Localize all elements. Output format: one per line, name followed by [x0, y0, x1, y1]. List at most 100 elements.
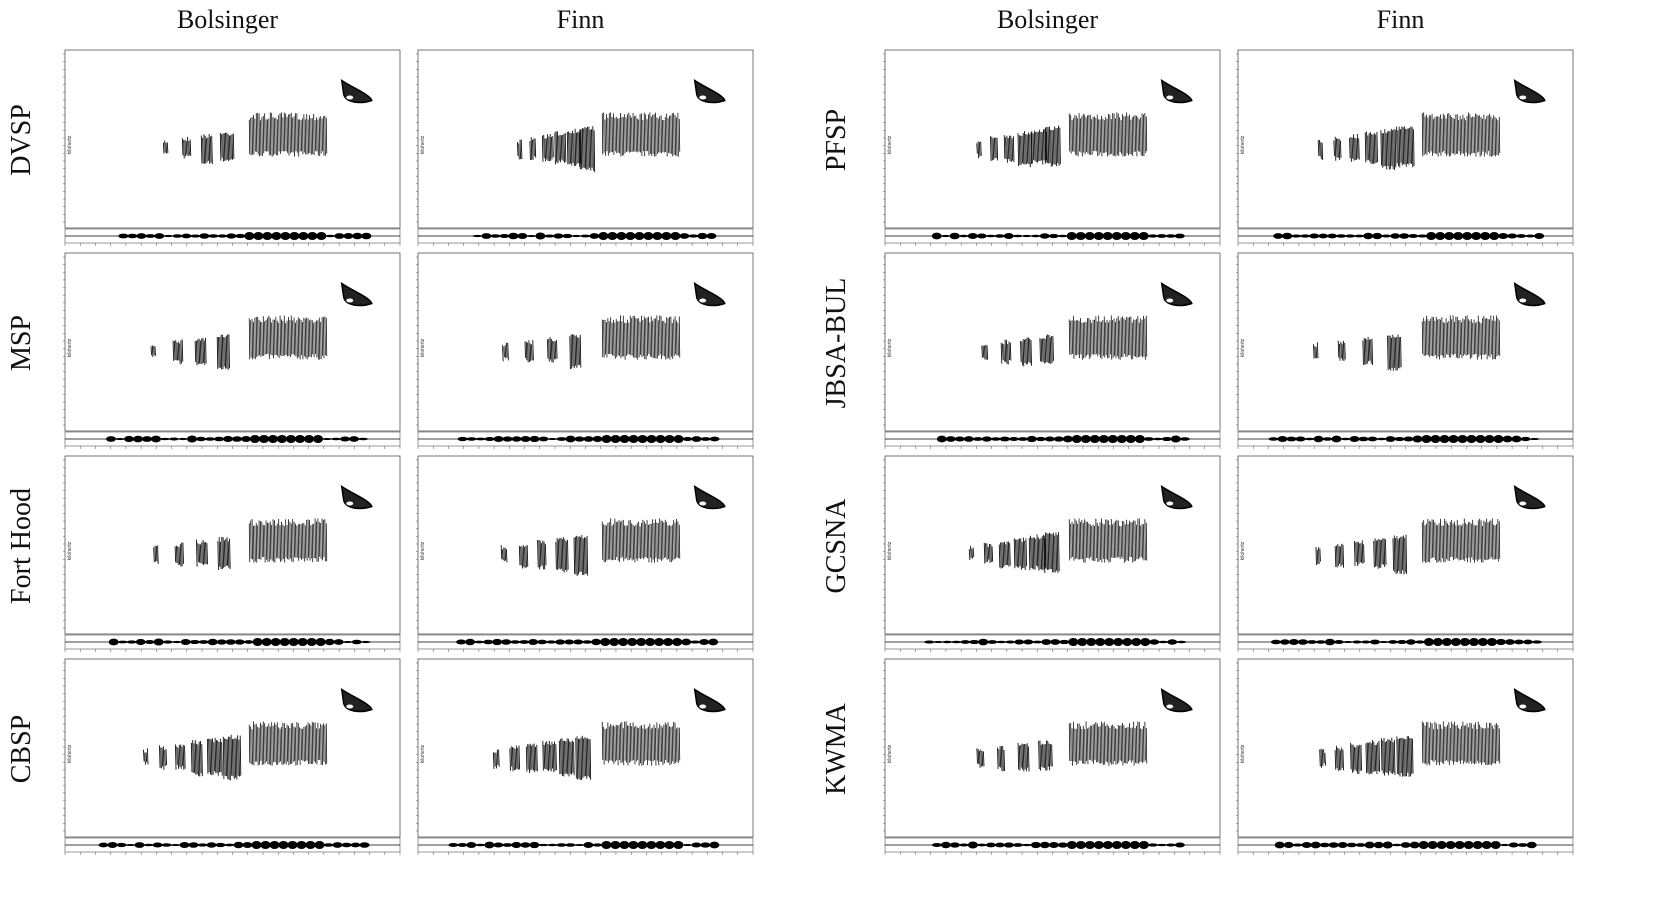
syllable-stroke: [1022, 133, 1025, 165]
waveform-pulse: [217, 234, 228, 238]
trill-stroke: [1454, 118, 1456, 155]
trill-stroke: [1433, 316, 1435, 357]
syllable-stroke: [1021, 135, 1023, 163]
trill-stroke: [1493, 115, 1495, 156]
syllable-stroke: [233, 739, 235, 779]
syllable-stroke: [1005, 339, 1008, 364]
trill-stroke: [634, 526, 636, 563]
trill-stroke: [1455, 725, 1457, 762]
trill-stroke: [1442, 525, 1445, 563]
syllable-stroke: [518, 545, 521, 566]
trill-stroke: [1081, 322, 1083, 360]
trill-stroke: [1458, 119, 1460, 151]
syllable-stroke: [174, 744, 177, 770]
spectrogram-panel: kilohertz: [63, 658, 401, 855]
syllable-stroke: [221, 334, 224, 369]
trill-stroke: [1434, 721, 1436, 761]
waveform-pulse: [664, 435, 675, 443]
waveform-pulse: [1075, 232, 1086, 240]
trill-stroke: [248, 119, 251, 155]
waveform-pulse: [278, 841, 289, 849]
trill-stroke: [274, 520, 276, 563]
trill-stroke: [656, 315, 658, 359]
trill-stroke: [1092, 319, 1094, 355]
waveform-pulse: [252, 638, 263, 646]
syllable-stroke: [560, 739, 562, 774]
trill-stroke: [303, 523, 305, 562]
waveform-pulse: [1493, 435, 1504, 443]
trill-stroke: [251, 318, 253, 360]
trill-stroke: [1424, 116, 1426, 154]
waveform-pulse: [1003, 232, 1014, 240]
trill-stroke: [1486, 722, 1488, 766]
waveform-pulse: [688, 234, 699, 238]
trill-stroke: [648, 726, 650, 761]
waveform-pulse: [592, 435, 603, 443]
syllable-stroke: [982, 751, 985, 767]
waveform-pulse: [305, 841, 316, 849]
trill-stroke: [318, 728, 321, 760]
waveform-pulse: [628, 435, 639, 443]
waveform-pulse: [1504, 639, 1515, 645]
waveform-pulse: [1466, 435, 1477, 443]
waveform-pulse: [1120, 841, 1131, 849]
trill-stroke: [1468, 727, 1470, 764]
syllable-stroke: [1384, 129, 1386, 166]
waveform-pulse: [1364, 841, 1375, 849]
trill-stroke: [1427, 721, 1429, 764]
syllable-stroke: [228, 135, 231, 161]
syllable-stroke: [175, 545, 178, 564]
trill-stroke: [1444, 518, 1446, 563]
syllable-stroke: [986, 345, 989, 360]
syllable-stroke: [1011, 138, 1014, 161]
trill-stroke: [1479, 321, 1481, 356]
syllable-stroke: [1337, 340, 1340, 358]
waveform-pulse: [1367, 436, 1378, 442]
syllable-stroke: [541, 543, 543, 566]
trill-stroke: [1430, 722, 1432, 761]
syllable-stroke: [985, 344, 987, 360]
waveform-pulse: [124, 435, 135, 443]
trill-stroke: [1470, 723, 1473, 764]
trill-stroke: [1430, 115, 1432, 152]
trill-stroke: [1461, 725, 1463, 761]
trill-stroke: [303, 114, 305, 153]
waveform-pulse: [1498, 233, 1509, 239]
waveform-pulse: [234, 639, 245, 645]
trill-stroke: [1075, 728, 1078, 766]
syllable-stroke: [223, 337, 225, 367]
trill-stroke: [1423, 722, 1425, 764]
trill-stroke: [250, 117, 252, 156]
spectrogram-panel: kilohertz: [1236, 252, 1574, 449]
syllable-stroke: [1025, 133, 1027, 165]
waveform-pulse: [456, 639, 467, 645]
syllable-stroke: [185, 140, 188, 155]
y-axis-label: kilohertz: [420, 338, 426, 357]
trill-stroke: [288, 725, 290, 766]
waveform-pulse: [634, 232, 645, 240]
syllable-stroke: [237, 735, 239, 776]
syllable-stroke: [581, 735, 584, 779]
trill-stroke: [1088, 317, 1090, 359]
trill-stroke: [292, 518, 294, 563]
waveform-pulse: [349, 436, 360, 442]
trill-stroke: [618, 118, 620, 154]
trill-stroke: [311, 320, 314, 355]
syllable-stroke: [1001, 542, 1003, 569]
trill-stroke: [1427, 518, 1429, 562]
trill-stroke: [1101, 115, 1103, 157]
syllable-stroke: [1392, 130, 1394, 170]
syllable-stroke: [1365, 338, 1367, 365]
syllable-stroke: [1372, 134, 1375, 164]
trill-stroke: [1137, 117, 1139, 152]
syllable-stroke: [1035, 132, 1037, 163]
trill-stroke: [1438, 116, 1440, 153]
syllable-stroke: [232, 133, 235, 159]
trill-stroke: [660, 520, 662, 561]
trill-stroke: [1144, 112, 1146, 153]
trill-stroke: [638, 728, 640, 766]
trill-stroke: [636, 727, 639, 760]
syllable-stroke: [1397, 738, 1400, 775]
syllable-stroke: [1042, 338, 1044, 362]
trill-stroke: [1491, 118, 1494, 157]
